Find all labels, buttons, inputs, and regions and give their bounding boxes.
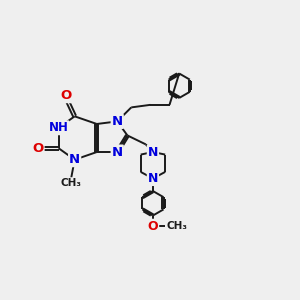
Text: NH: NH [49, 121, 68, 134]
Text: N: N [69, 153, 80, 166]
Text: O: O [148, 220, 158, 233]
Text: O: O [60, 89, 71, 102]
Text: CH₃: CH₃ [167, 221, 188, 231]
Text: N: N [112, 115, 123, 128]
Text: N: N [112, 146, 123, 158]
Text: CH₃: CH₃ [60, 178, 81, 188]
Text: O: O [32, 142, 44, 155]
Text: N: N [148, 172, 158, 185]
Text: N: N [148, 146, 158, 158]
